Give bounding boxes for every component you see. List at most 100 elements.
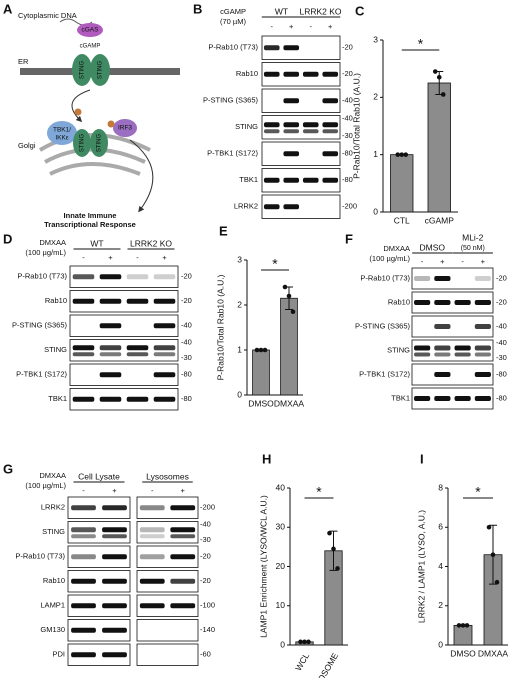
band (72, 345, 95, 351)
mw-marker: -80 (181, 394, 192, 403)
x-tick-label: CTL (394, 215, 410, 225)
treatment-label: cGAMP (220, 7, 246, 16)
band (99, 372, 122, 378)
treatment-sign: - (310, 22, 313, 31)
blot-frame (261, 62, 341, 87)
band (126, 274, 149, 280)
bar (252, 349, 270, 396)
group-label: WT (275, 6, 288, 16)
band (71, 603, 96, 609)
row-label: P-Rab10 (T73) (17, 272, 67, 281)
row-label: P-STING (S365) (203, 96, 259, 105)
band (434, 300, 451, 305)
blot-frame (69, 388, 179, 411)
x-tick-label: cGAMP (425, 215, 455, 225)
x-tick-label: DMXAA (274, 398, 305, 408)
arrow (129, 139, 154, 213)
blot-frame (69, 265, 179, 288)
band (474, 352, 491, 357)
treatment-label: DMXAA (39, 238, 66, 247)
panel-letter: A (3, 1, 13, 16)
blot-frame (261, 115, 341, 140)
band (102, 554, 127, 560)
row-label: LAMP1 (40, 601, 65, 610)
y-tick-label: 1 (237, 344, 242, 354)
treatment-sign: - (461, 257, 464, 266)
data-point (258, 347, 264, 353)
panel-letter: I (420, 451, 424, 466)
treatment-sign: - (151, 486, 154, 495)
sting-shape (90, 54, 110, 86)
band (139, 603, 165, 609)
blot-frame (67, 496, 131, 519)
y-tick-label: 30 (276, 522, 286, 532)
group-label: LRRK2 KO (299, 6, 341, 16)
significance-label: * (272, 256, 278, 272)
mw-marker: -140 (200, 625, 215, 634)
row-label: P-TBK1 (S172) (207, 149, 258, 158)
blot-frame (136, 570, 199, 593)
data-point (494, 579, 500, 585)
band (474, 276, 491, 281)
row-label: Rab10 (45, 296, 67, 305)
band (322, 151, 339, 157)
data-point (456, 623, 462, 628)
treatment-label: DMXAA (39, 471, 66, 480)
treatment-label: (100 µg/mL) (369, 254, 410, 263)
significance-label: * (316, 484, 322, 500)
data-point (298, 639, 303, 645)
phospho (74, 108, 82, 116)
band (139, 527, 165, 533)
blot-frame (411, 363, 494, 386)
treatment-sign: - (82, 486, 85, 495)
panel-letter: B (193, 1, 202, 16)
band (302, 177, 319, 183)
group-label: DMSO (420, 242, 446, 252)
significance-label: * (418, 36, 424, 52)
band (126, 352, 149, 357)
band (153, 323, 176, 329)
band (263, 129, 280, 134)
band (414, 396, 431, 401)
row-label: P-Rab10 (T73) (208, 43, 258, 52)
blot-frame (136, 545, 199, 568)
blot-frame (411, 267, 494, 290)
band (170, 554, 196, 560)
blot-frame (261, 194, 341, 219)
mw-marker: -20 (342, 43, 353, 52)
row-label: STING (44, 345, 67, 354)
blot-frame (67, 594, 131, 617)
irf3-shape (113, 119, 137, 137)
band (283, 129, 300, 134)
band (263, 45, 280, 51)
mw-marker: -80 (496, 369, 507, 378)
mw-marker: -30 (181, 353, 192, 362)
band (72, 396, 95, 402)
mw-marker: -40 (200, 519, 211, 528)
y-tick-label: 2 (373, 92, 378, 102)
mw-marker: -20 (496, 273, 507, 282)
band (263, 122, 280, 128)
y-axis-label: LRRK2 / LAMP1 (LYSO, A.U.) (416, 510, 426, 623)
schematic-label: cGAS (82, 27, 100, 34)
schematic-label: cGAMP (80, 44, 101, 50)
data-point (440, 92, 446, 97)
treatment-label: DMXAA (383, 244, 410, 253)
panel-letter: F (345, 231, 353, 246)
band (71, 505, 96, 511)
blot-frame (67, 643, 131, 666)
data-point (254, 347, 260, 353)
row-label: P-Rab10 (T73) (360, 273, 410, 282)
group-label: LRRK2 KO (130, 238, 172, 248)
band (126, 396, 149, 402)
blot-frame (261, 88, 341, 113)
panel-letter: C (355, 3, 365, 18)
y-axis-label: LAMP1 Enrichment (LYSO/WCL A.U.) (258, 495, 268, 638)
data-point (436, 74, 442, 80)
data-point (286, 293, 292, 299)
group-label: WT (90, 238, 103, 248)
treatment-sign: - (421, 257, 424, 266)
y-axis-label: P-Rab10/Total Rab10 (A.U.) (351, 73, 361, 179)
y-tick-label: 10 (276, 600, 286, 610)
y-tick-label: 6 (438, 522, 443, 532)
